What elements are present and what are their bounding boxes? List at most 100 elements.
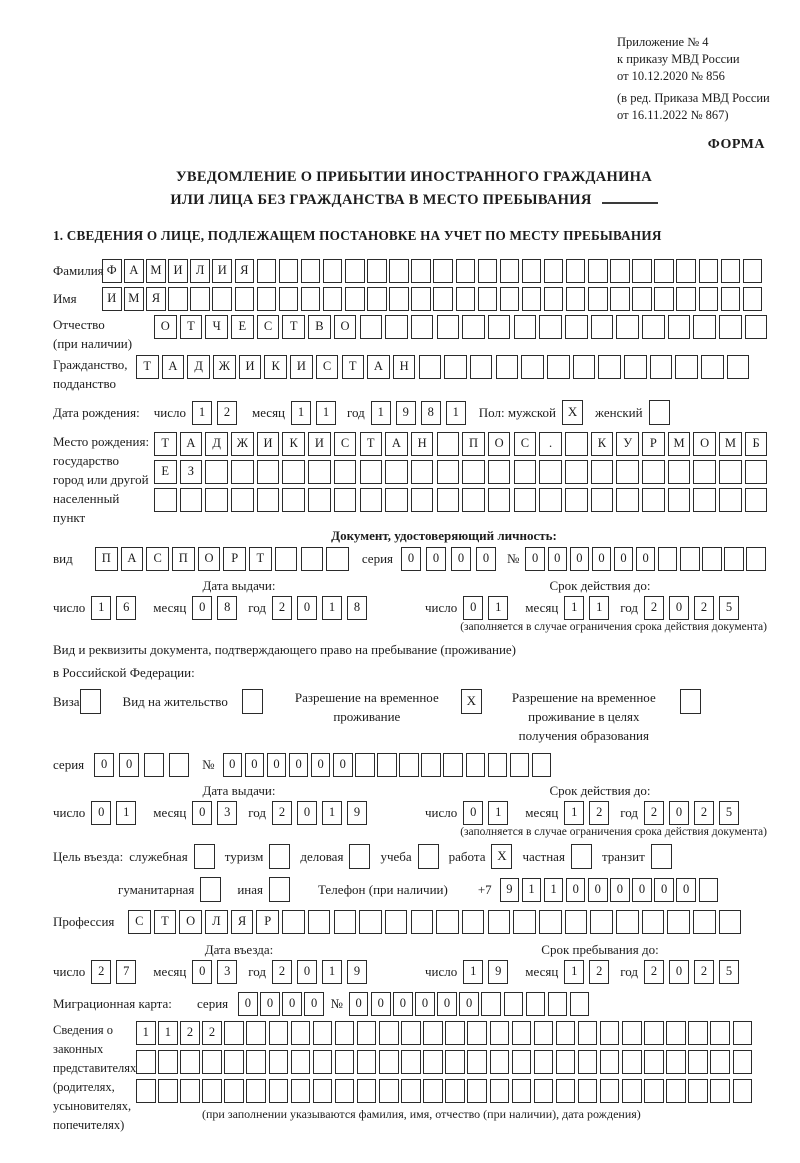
char-cell[interactable] bbox=[377, 753, 397, 778]
char-cell[interactable]: 1 bbox=[322, 960, 343, 985]
char-cell[interactable] bbox=[644, 1021, 664, 1046]
char-cell[interactable] bbox=[666, 1021, 686, 1046]
char-cell[interactable]: Д bbox=[187, 355, 210, 380]
char-cell[interactable]: 0 bbox=[371, 992, 391, 1017]
char-cell[interactable]: К bbox=[282, 432, 305, 457]
char-cell[interactable]: 0 bbox=[610, 877, 630, 902]
char-cell[interactable] bbox=[539, 315, 562, 340]
char-cell[interactable] bbox=[467, 1050, 487, 1075]
char-cell[interactable]: Л bbox=[190, 259, 210, 284]
purpose-tourism-checkbox[interactable] bbox=[269, 844, 291, 870]
char-cell[interactable] bbox=[622, 1079, 642, 1104]
char-cell[interactable]: 9 bbox=[488, 960, 509, 985]
char-cell[interactable] bbox=[443, 753, 463, 778]
char-cell[interactable]: Я bbox=[230, 910, 254, 935]
char-cell[interactable] bbox=[467, 1079, 487, 1104]
temp-residence-checkbox[interactable]: X bbox=[460, 688, 482, 714]
char-cell[interactable] bbox=[423, 1079, 443, 1104]
char-cell[interactable] bbox=[616, 910, 639, 935]
char-cell[interactable] bbox=[719, 315, 742, 340]
char-cell[interactable] bbox=[666, 1050, 686, 1075]
char-cell[interactable] bbox=[495, 355, 519, 380]
char-cell[interactable] bbox=[590, 488, 614, 513]
char-cell[interactable]: 0 bbox=[288, 753, 309, 778]
char-cell[interactable]: 0 bbox=[669, 801, 690, 826]
char-cell[interactable]: С bbox=[256, 315, 280, 340]
char-cell[interactable] bbox=[461, 910, 485, 935]
char-cell[interactable] bbox=[202, 1050, 222, 1075]
purpose-private-checkbox[interactable] bbox=[570, 844, 592, 870]
char-cell[interactable] bbox=[525, 992, 546, 1017]
char-cell[interactable]: Т bbox=[282, 315, 305, 340]
char-cell[interactable]: 1 bbox=[191, 400, 212, 425]
char-cell[interactable] bbox=[489, 1079, 509, 1104]
char-cell[interactable]: 0 bbox=[297, 960, 318, 985]
char-cell[interactable] bbox=[411, 287, 431, 312]
char-cell[interactable]: 0 bbox=[94, 753, 115, 778]
char-cell[interactable]: 0 bbox=[613, 547, 634, 572]
char-cell[interactable] bbox=[433, 287, 453, 312]
char-cell[interactable]: С bbox=[333, 432, 357, 457]
char-cell[interactable] bbox=[246, 1021, 266, 1046]
char-cell[interactable] bbox=[539, 910, 562, 935]
char-cell[interactable]: 0 bbox=[463, 801, 484, 826]
char-cell[interactable]: С bbox=[315, 355, 339, 380]
char-cell[interactable]: К bbox=[590, 432, 614, 457]
char-cell[interactable] bbox=[487, 488, 511, 513]
char-cell[interactable]: С bbox=[146, 547, 169, 572]
purpose-business-checkbox[interactable] bbox=[349, 844, 371, 870]
char-cell[interactable] bbox=[675, 355, 698, 380]
char-cell[interactable] bbox=[521, 355, 544, 380]
char-cell[interactable] bbox=[334, 1079, 355, 1104]
char-cell[interactable]: 0 bbox=[297, 801, 318, 826]
char-cell[interactable] bbox=[410, 910, 434, 935]
char-cell[interactable]: 0 bbox=[463, 596, 484, 621]
char-cell[interactable] bbox=[701, 355, 724, 380]
char-cell[interactable] bbox=[224, 1021, 244, 1046]
char-cell[interactable]: 0 bbox=[192, 801, 213, 826]
char-cell[interactable] bbox=[158, 1050, 178, 1075]
char-cell[interactable] bbox=[511, 1021, 532, 1046]
char-cell[interactable] bbox=[180, 1079, 200, 1104]
char-cell[interactable] bbox=[667, 460, 691, 485]
purpose-work-checkbox[interactable]: X bbox=[491, 844, 513, 870]
char-cell[interactable]: И bbox=[256, 432, 280, 457]
char-cell[interactable] bbox=[300, 259, 321, 284]
char-cell[interactable] bbox=[455, 287, 475, 312]
char-cell[interactable]: И bbox=[212, 259, 232, 284]
char-cell[interactable] bbox=[224, 1079, 244, 1104]
char-cell[interactable] bbox=[411, 259, 431, 284]
char-cell[interactable] bbox=[418, 355, 442, 380]
char-cell[interactable] bbox=[356, 1021, 377, 1046]
char-cell[interactable] bbox=[599, 1079, 620, 1104]
char-cell[interactable] bbox=[539, 488, 562, 513]
char-cell[interactable] bbox=[513, 488, 537, 513]
char-cell[interactable] bbox=[268, 1021, 289, 1046]
visa-checkbox[interactable] bbox=[79, 688, 101, 714]
char-cell[interactable]: М bbox=[146, 259, 166, 284]
char-cell[interactable]: 0 bbox=[401, 547, 422, 572]
purpose-study-checkbox[interactable] bbox=[417, 844, 439, 870]
char-cell[interactable]: Т bbox=[154, 432, 177, 457]
char-cell[interactable] bbox=[565, 315, 588, 340]
char-cell[interactable]: И bbox=[238, 355, 262, 380]
char-cell[interactable] bbox=[290, 1050, 311, 1075]
char-cell[interactable]: Е bbox=[154, 460, 177, 485]
char-cell[interactable]: 9 bbox=[347, 801, 368, 826]
char-cell[interactable] bbox=[477, 287, 498, 312]
char-cell[interactable]: 0 bbox=[310, 753, 331, 778]
char-cell[interactable] bbox=[547, 992, 568, 1017]
char-cell[interactable] bbox=[719, 460, 742, 485]
char-cell[interactable] bbox=[290, 1079, 311, 1104]
char-cell[interactable] bbox=[308, 460, 331, 485]
purpose-humanitarian-checkbox[interactable] bbox=[200, 877, 222, 903]
char-cell[interactable] bbox=[565, 488, 588, 513]
char-cell[interactable] bbox=[436, 315, 460, 340]
char-cell[interactable] bbox=[180, 1050, 200, 1075]
char-cell[interactable] bbox=[555, 1079, 576, 1104]
char-cell[interactable]: М bbox=[719, 432, 742, 457]
char-cell[interactable] bbox=[179, 488, 203, 513]
char-cell[interactable] bbox=[632, 259, 652, 284]
char-cell[interactable] bbox=[312, 1050, 333, 1075]
char-cell[interactable]: Н bbox=[410, 432, 434, 457]
